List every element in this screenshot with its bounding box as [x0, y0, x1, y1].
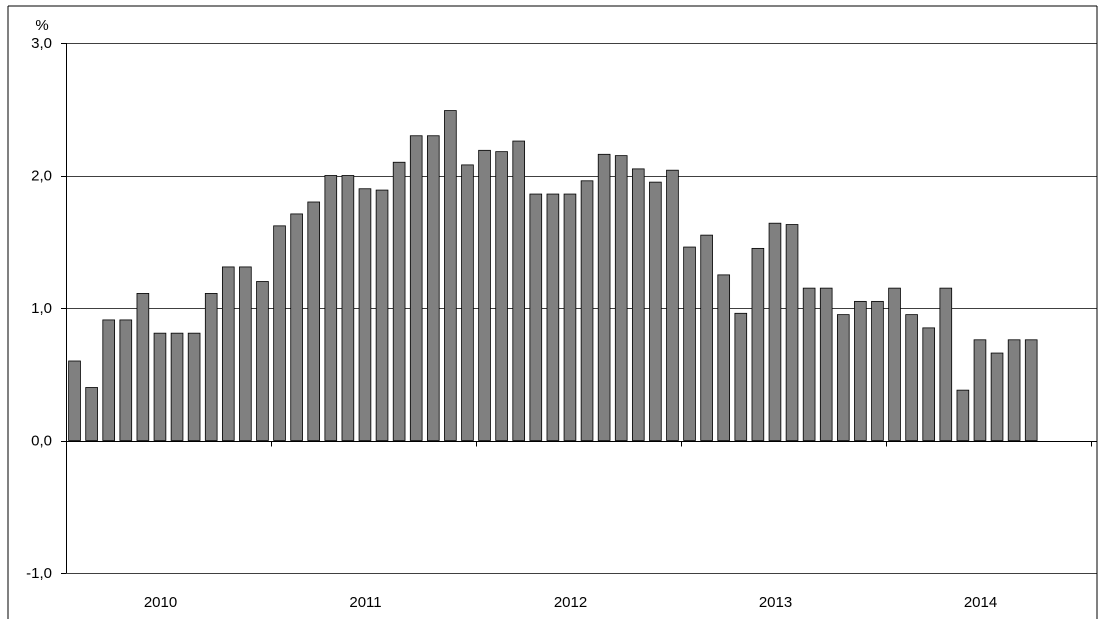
- y-unit-label: %: [35, 17, 48, 34]
- bar: [734, 312, 748, 441]
- bar: [939, 287, 953, 441]
- bar: [409, 135, 423, 441]
- bar: [717, 274, 731, 441]
- bar: [751, 247, 765, 441]
- bar: [683, 246, 696, 441]
- bar: [444, 110, 457, 441]
- bar: [102, 319, 116, 441]
- bar: [905, 314, 918, 441]
- y-tick-label: 1,0: [31, 300, 52, 317]
- x-tick-label: 2012: [554, 594, 587, 611]
- bar: [358, 188, 372, 441]
- bar: [68, 360, 81, 441]
- y-tick-label: 0,0: [31, 433, 52, 450]
- bar: [273, 225, 286, 441]
- bar: [85, 387, 98, 441]
- x-tick-label: 2011: [349, 594, 381, 611]
- bar: [478, 149, 491, 441]
- bar: [375, 189, 389, 441]
- bar: [461, 164, 474, 441]
- bar: [204, 293, 218, 441]
- bar: [426, 135, 440, 441]
- bar: [631, 168, 645, 441]
- y-tick-label: 3,0: [31, 35, 52, 52]
- bar: [290, 213, 303, 441]
- bars: [68, 110, 1038, 441]
- bar: [221, 266, 235, 441]
- bar: [785, 224, 799, 441]
- bar: [888, 287, 901, 441]
- bar: [495, 151, 508, 441]
- bar: [136, 293, 150, 441]
- bar: [512, 140, 526, 441]
- bar: [153, 332, 167, 441]
- x-tick-label: 2014: [964, 594, 997, 611]
- bar: [580, 180, 594, 441]
- bar: [649, 181, 662, 441]
- bar: [307, 201, 321, 441]
- y-tick-label: -1,0: [26, 565, 52, 582]
- bar: [614, 155, 628, 441]
- bar: [802, 287, 816, 441]
- bar: [922, 327, 936, 441]
- axes: [7, 5, 1098, 619]
- bar: [546, 193, 560, 441]
- bar: [973, 339, 987, 441]
- bar: [871, 300, 884, 441]
- bar: [1024, 339, 1038, 441]
- bar: [1007, 339, 1021, 441]
- gridlines: [66, 43, 1097, 574]
- bar: [666, 169, 679, 441]
- bar: [990, 352, 1004, 441]
- bar: [324, 175, 338, 441]
- x-tick-label: 2013: [759, 594, 792, 611]
- bar: [239, 266, 252, 441]
- bar: [529, 193, 543, 441]
- bar: [187, 332, 201, 441]
- bar: [256, 281, 269, 441]
- x-tick-label: 2010: [144, 594, 177, 611]
- bar: [956, 389, 970, 441]
- x-tick-labels: 2010 2011 2012 2013 2014: [144, 594, 997, 611]
- bar: [563, 193, 577, 441]
- bar: [341, 175, 355, 441]
- bar: [819, 287, 833, 441]
- bar: [392, 161, 406, 441]
- bar: [854, 300, 867, 441]
- bar: [700, 234, 713, 441]
- bar: [170, 332, 184, 441]
- y-tick-label: 2,0: [31, 168, 52, 185]
- bar: [836, 314, 850, 441]
- y-tick-labels: -1,0 0,0 1,0 2,0 3,0: [26, 35, 52, 582]
- bar: [119, 319, 133, 441]
- bar: [768, 222, 782, 441]
- bar: [597, 153, 611, 441]
